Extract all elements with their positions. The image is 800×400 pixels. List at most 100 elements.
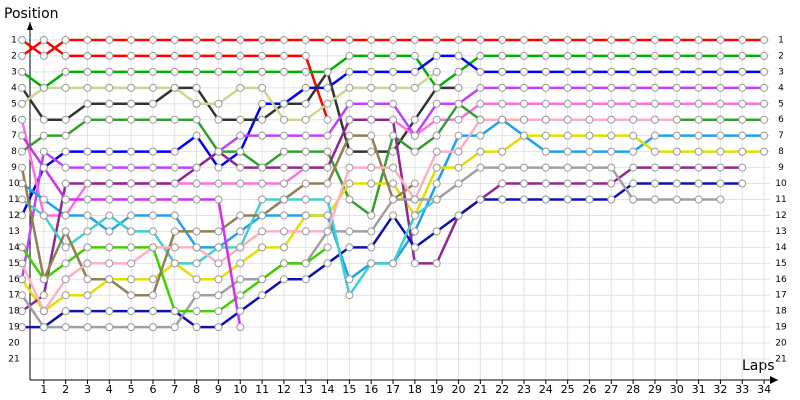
y-tick-label-right: 13	[775, 227, 786, 237]
lap-point	[39, 83, 48, 92]
lap-point	[192, 243, 201, 252]
y-tick-label-right: 4	[778, 83, 784, 93]
lap-point	[61, 211, 70, 220]
lap-point	[148, 275, 157, 284]
lap-point	[520, 51, 528, 60]
lap-point	[585, 115, 594, 124]
lap-point	[83, 323, 92, 332]
y-tick-label: 18	[8, 307, 20, 317]
lap-point	[258, 35, 267, 44]
lap-point	[83, 83, 92, 92]
lap-point	[410, 51, 419, 60]
x-tick-label: 16	[364, 383, 378, 396]
lap-point	[694, 99, 703, 108]
lap-point	[170, 195, 179, 204]
lap-point	[476, 147, 485, 156]
lap-point	[127, 35, 136, 44]
lap-point	[738, 131, 747, 140]
x-tick-label: 5	[128, 383, 135, 396]
lap-point	[563, 179, 572, 188]
lap-point	[236, 83, 245, 92]
lap-point	[61, 291, 70, 300]
lap-point	[738, 115, 747, 124]
lap-point	[541, 195, 550, 204]
lap-point	[345, 275, 354, 284]
lap-point	[148, 179, 157, 188]
lap-point	[563, 147, 572, 156]
lap-point	[148, 115, 157, 124]
lap-point	[585, 131, 594, 140]
lap-point	[61, 179, 70, 188]
lap-point	[410, 211, 419, 220]
lap-point	[258, 291, 267, 300]
x-tick-label: 24	[539, 383, 553, 396]
lap-point	[127, 323, 136, 332]
lap-point	[694, 35, 703, 44]
lap-point	[541, 179, 550, 188]
lap-point	[389, 195, 398, 204]
lap-point	[323, 67, 332, 76]
x-tick-label: 20	[452, 383, 466, 396]
lap-point	[345, 115, 354, 124]
lap-point	[18, 99, 26, 108]
lap-point	[454, 163, 463, 172]
x-tick-label: 32	[713, 383, 727, 396]
lap-point	[258, 179, 267, 188]
lap-point	[367, 211, 376, 220]
lap-point	[301, 35, 310, 44]
lap-point	[367, 35, 376, 44]
lap-point	[301, 275, 310, 284]
lap-point	[716, 35, 725, 44]
lap-point	[236, 275, 245, 284]
lap-point	[18, 275, 26, 284]
lap-point	[563, 115, 572, 124]
lap-point	[301, 83, 310, 92]
lap-point	[61, 67, 70, 76]
lap-point	[629, 195, 638, 204]
lap-point	[83, 35, 92, 44]
lap-point	[301, 179, 310, 188]
lap-point	[39, 307, 48, 316]
lap-point	[301, 147, 310, 156]
lap-point	[61, 259, 70, 268]
x-tick-label: 26	[582, 383, 596, 396]
lap-point	[323, 163, 332, 172]
lap-point	[258, 275, 267, 284]
lap-point	[650, 195, 659, 204]
lap-point	[127, 147, 136, 156]
lap-point	[279, 227, 288, 236]
lap-point	[498, 163, 507, 172]
lap-point	[105, 67, 114, 76]
lap-point	[563, 83, 572, 92]
lap-point	[214, 67, 223, 76]
lap-point	[760, 147, 769, 156]
lap-point	[170, 147, 179, 156]
x-tick-label: 25	[561, 383, 575, 396]
lap-point	[83, 115, 92, 124]
lap-point	[520, 179, 528, 188]
lap-point	[279, 51, 288, 60]
lap-point	[236, 147, 245, 156]
lap-point	[301, 67, 310, 76]
lap-point	[629, 147, 638, 156]
lap-point	[127, 211, 136, 220]
lap-point	[148, 243, 157, 252]
lap-point	[367, 67, 376, 76]
lap-point	[367, 147, 376, 156]
lap-point	[694, 67, 703, 76]
lap-point	[629, 51, 638, 60]
lap-point	[541, 115, 550, 124]
lap-point	[279, 99, 288, 108]
lap-point	[345, 227, 354, 236]
lap-point	[148, 227, 157, 236]
lap-point	[607, 115, 616, 124]
lap-point	[498, 67, 507, 76]
lap-point	[389, 259, 398, 268]
lap-point	[389, 131, 398, 140]
lap-point	[301, 259, 310, 268]
lap-point	[61, 163, 70, 172]
x-tick-label: 8	[193, 383, 200, 396]
lap-point	[694, 83, 703, 92]
lap-point	[301, 195, 310, 204]
